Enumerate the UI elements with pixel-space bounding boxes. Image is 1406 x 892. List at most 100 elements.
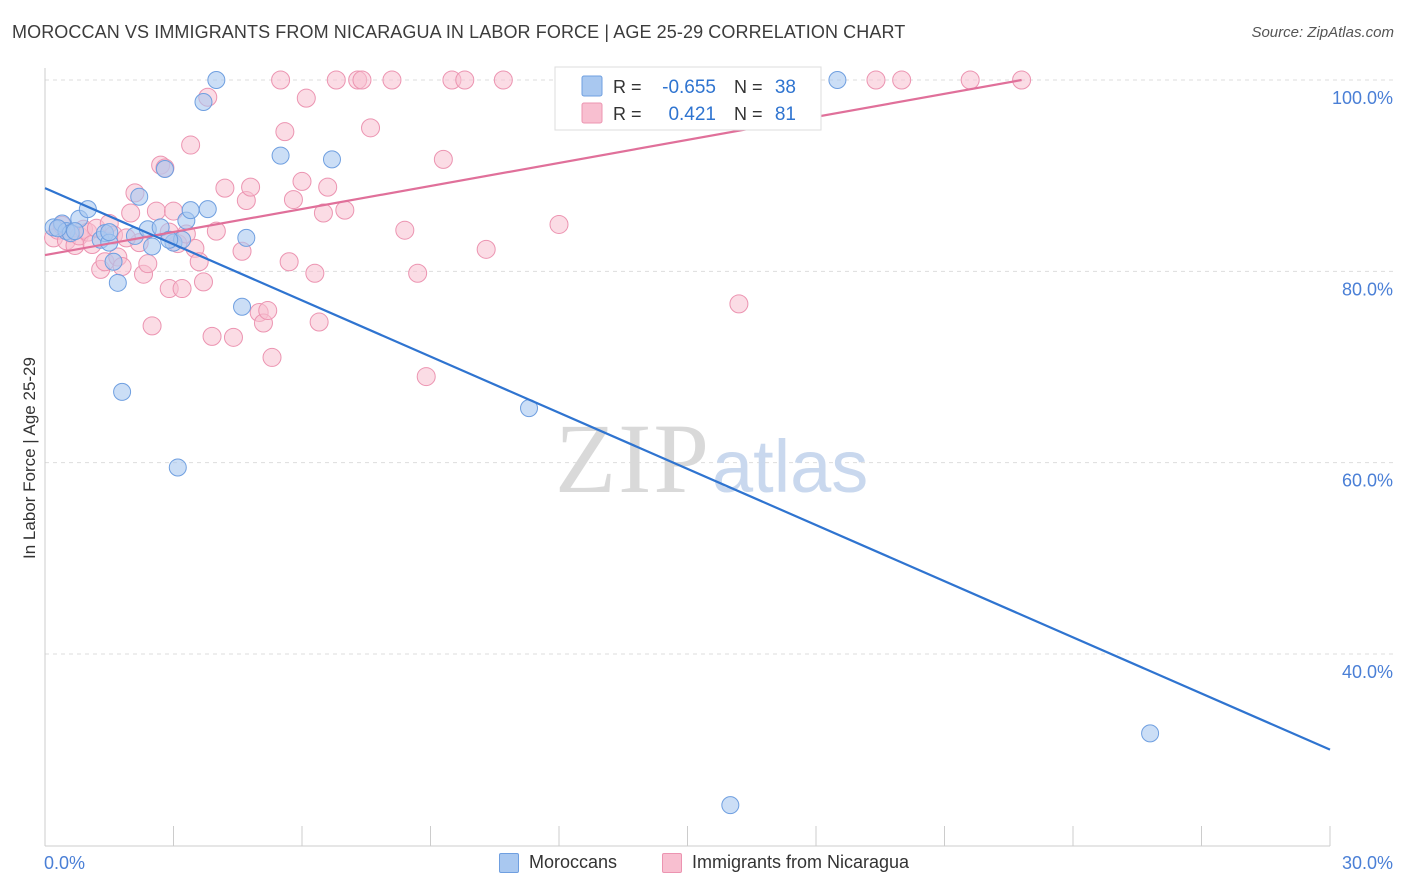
pink-point (146, 201, 166, 221)
blue-point (181, 201, 200, 220)
legend-r-value-pink: 0.421 (668, 104, 716, 125)
chart-title: MOROCCAN VS IMMIGRANTS FROM NICARAGUA IN… (12, 22, 906, 42)
blue-point (65, 222, 84, 241)
pink-point (455, 70, 475, 90)
legend-label-nicaragua: Immigrants from Nicaragua (692, 852, 910, 872)
pink-point (138, 254, 158, 274)
pink-point (408, 263, 428, 283)
pink-point (258, 301, 278, 321)
y-axis-label: In Labor Force | Age 25-29 (20, 357, 39, 559)
blue-point (233, 297, 252, 316)
watermark-zip: ZIP (555, 403, 711, 514)
pink-point (262, 347, 282, 367)
legend-item-nicaragua[interactable]: Immigrants from Nicaragua (662, 852, 909, 873)
blue-point (237, 228, 256, 247)
blue-point (108, 273, 127, 292)
blue-point (48, 219, 67, 238)
y-tick-label: 40.0% (1342, 662, 1393, 682)
chart-source: Source: ZipAtlas.com (1251, 24, 1394, 41)
tick-labels: 40.0% 60.0% 80.0% 100.0% 0.0% 30.0% (44, 88, 1393, 873)
blue-point (198, 200, 217, 219)
blue-point (151, 218, 170, 237)
pink-point (121, 203, 141, 223)
pink-point (292, 171, 312, 191)
pink-point (395, 220, 415, 240)
blue-point (104, 252, 123, 271)
pink-point (305, 263, 325, 283)
x-tick-label: 30.0% (1342, 853, 1393, 873)
blue-point (143, 237, 162, 256)
pink-point (892, 70, 912, 90)
watermark-atlas: atlas (712, 425, 868, 508)
pink-point (215, 178, 235, 198)
pink-point (313, 203, 333, 223)
trend-line-moroccans (44, 187, 1331, 751)
legend-n-value-pink: 81 (775, 104, 796, 125)
pink-point (181, 135, 201, 155)
pink-point (193, 272, 213, 292)
blue-series-points (44, 71, 1160, 815)
legend-top: R = -0.655 N = 38 R = 0.421 N = 81 (554, 66, 822, 131)
legend-swatch-blue (581, 75, 603, 97)
y-tick-label: 80.0% (1342, 279, 1393, 299)
grid-lines (45, 79, 1395, 655)
blue-point (194, 93, 213, 112)
pink-point (382, 70, 402, 90)
pink-point (279, 252, 299, 272)
blue-point (828, 71, 847, 89)
blue-point (155, 159, 174, 178)
pink-point (866, 70, 886, 90)
legend-r-value-blue: -0.655 (662, 77, 716, 98)
blue-point (113, 382, 132, 401)
blue-point (168, 458, 187, 477)
pink-point (352, 70, 372, 90)
pink-point (729, 294, 749, 314)
blue-point (1141, 724, 1160, 743)
pink-point (960, 70, 980, 90)
pink-point (202, 326, 222, 346)
pink-point (318, 177, 338, 197)
pink-point (549, 214, 569, 234)
legend-r-label-pink: R = (613, 104, 642, 124)
pink-point (283, 190, 303, 210)
pink-point (416, 367, 436, 387)
legend-label-moroccans: Moroccans (529, 852, 618, 872)
blue-point (100, 223, 119, 242)
pink-point (433, 149, 453, 169)
pink-point (296, 88, 316, 108)
legend-swatch-nicaragua (662, 852, 682, 873)
legend-n-label-blue: N = (734, 77, 763, 97)
trend-line-nicaragua (44, 78, 1022, 257)
trend-lines (44, 78, 1331, 751)
pink-point (309, 312, 329, 332)
blue-point (130, 187, 149, 206)
pink-point (172, 279, 192, 299)
blue-point (322, 150, 341, 169)
blue-point (207, 71, 226, 89)
pink-point (275, 122, 295, 142)
pink-point (271, 70, 291, 90)
y-tick-label: 100.0% (1332, 88, 1393, 108)
legend-swatch-moroccans (499, 852, 519, 873)
y-tick-label: 60.0% (1342, 471, 1393, 491)
legend-n-label-pink: N = (734, 104, 763, 124)
legend-item-moroccans[interactable]: Moroccans (499, 852, 617, 873)
pink-point (241, 177, 261, 197)
legend-swatch-pink (581, 102, 603, 124)
axes (44, 68, 1331, 847)
pink-point (476, 239, 496, 259)
legend-r-label-blue: R = (613, 77, 642, 97)
legend-bottom: Moroccans Immigrants from Nicaragua (0, 852, 1406, 876)
pink-point (493, 70, 513, 90)
pink-point (223, 327, 243, 347)
pink-point (335, 200, 355, 220)
pink-point (361, 118, 381, 138)
x-tick-label: 0.0% (44, 853, 85, 873)
blue-point (721, 796, 740, 815)
pink-point (142, 316, 162, 336)
watermark: ZIP atlas (555, 403, 868, 514)
pink-point (206, 221, 226, 241)
pink-point (326, 70, 346, 90)
blue-point (271, 146, 290, 165)
